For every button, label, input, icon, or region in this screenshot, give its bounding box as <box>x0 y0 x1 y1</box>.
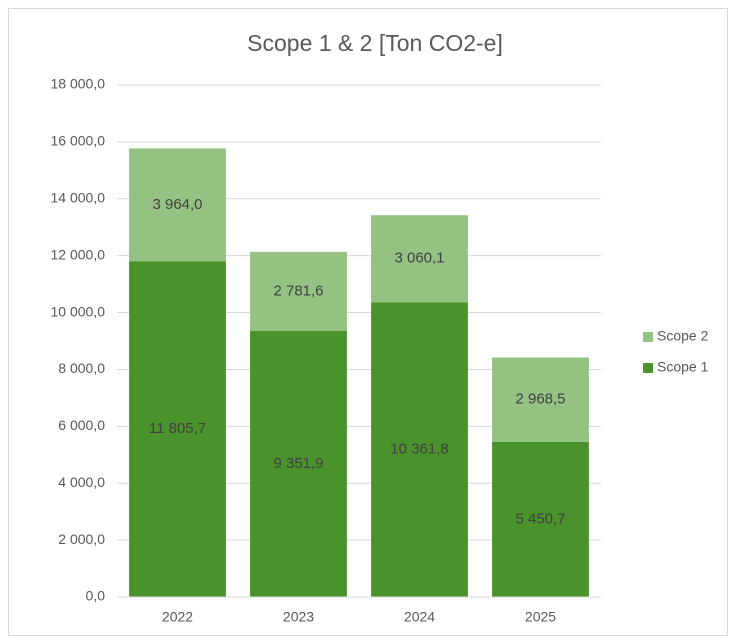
data-label: 3 964,0 <box>152 196 202 213</box>
data-label: 9 351,9 <box>273 455 323 472</box>
data-label: 2 968,5 <box>515 391 565 408</box>
chart-frame <box>8 8 728 636</box>
x-tick-label: 2022 <box>162 609 193 625</box>
y-tick-label: 0,0 <box>86 588 106 604</box>
bar-segment <box>371 302 468 597</box>
bar-segment <box>492 441 589 597</box>
data-label: 10 361,8 <box>390 441 448 458</box>
bar-segment <box>250 251 347 331</box>
chart-title: Scope 1 & 2 [Ton CO2-e] <box>247 30 503 56</box>
y-tick-label: 8 000,0 <box>58 360 105 376</box>
x-tick-label: 2025 <box>525 609 556 625</box>
bar-segment <box>250 330 347 597</box>
bar-segment <box>371 215 468 303</box>
legend-label: Scope 1 <box>657 359 709 375</box>
data-label: 11 805,7 <box>149 420 206 437</box>
bar-segment <box>129 148 226 262</box>
bar-segment <box>492 357 589 442</box>
x-tick-label: 2023 <box>283 609 314 625</box>
y-tick-label: 12 000,0 <box>51 246 106 262</box>
y-tick-label: 2 000,0 <box>58 531 105 547</box>
bar-segment <box>129 261 226 597</box>
y-tick-label: 6 000,0 <box>58 417 105 433</box>
legend-swatch <box>643 332 653 342</box>
data-label: 2 781,6 <box>273 282 323 299</box>
data-label: 3 060,1 <box>394 250 444 267</box>
y-tick-label: 10 000,0 <box>51 303 106 319</box>
legend-label: Scope 2 <box>657 328 709 344</box>
data-label: 5 450,7 <box>515 510 565 527</box>
x-tick-label: 2024 <box>404 609 435 625</box>
y-tick-label: 16 000,0 <box>51 133 106 149</box>
legend-swatch <box>643 363 653 373</box>
y-tick-label: 18 000,0 <box>51 76 106 92</box>
y-tick-label: 4 000,0 <box>58 474 105 490</box>
y-tick-label: 14 000,0 <box>51 189 106 205</box>
